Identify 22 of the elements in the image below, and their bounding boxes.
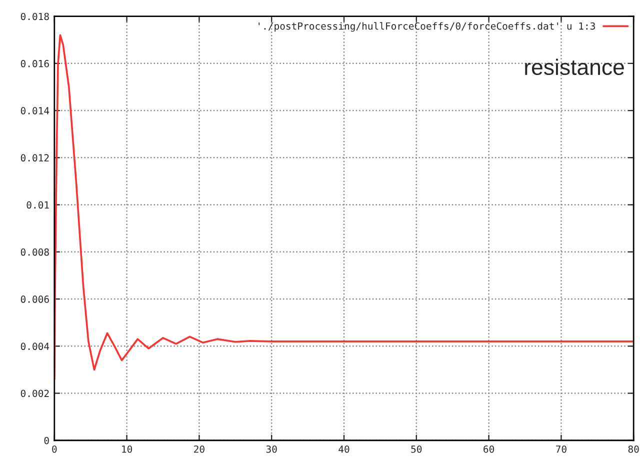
- x-tick-label: 60: [484, 445, 494, 453]
- x-tick-label: 40: [338, 445, 350, 453]
- y-tick-label: 0.008: [20, 248, 49, 256]
- x-tick-label: 70: [556, 445, 566, 453]
- line-series: [54, 34, 634, 380]
- annotation: resistance: [525, 58, 624, 76]
- y-tick-label: 0.004: [20, 342, 50, 350]
- x-tick-label: 10: [122, 445, 132, 453]
- x-tick-label: 30: [266, 445, 277, 453]
- y-tick-label: 0.018: [20, 12, 49, 20]
- x-tick-label: 0: [52, 445, 57, 453]
- x-tick-label: 20: [194, 445, 204, 453]
- y-tick-label: 0.016: [20, 60, 49, 68]
- y-tick-label: 0.012: [20, 154, 49, 162]
- legend-label: './postProcessing/hullForceCoeffs/0/forceCoeffs.dat' u 1:3: [258, 22, 595, 32]
- x-tick-label: 50: [411, 445, 422, 453]
- y-tick-label: 0.002: [20, 390, 49, 398]
- y-tick-label: 0.006: [20, 296, 49, 303]
- y-tick-label: 0.01: [26, 201, 49, 209]
- x-tick-label: 80: [628, 445, 639, 453]
- y-tick-label: 0: [44, 436, 49, 444]
- y-tick-label: 0.014: [20, 107, 50, 114]
